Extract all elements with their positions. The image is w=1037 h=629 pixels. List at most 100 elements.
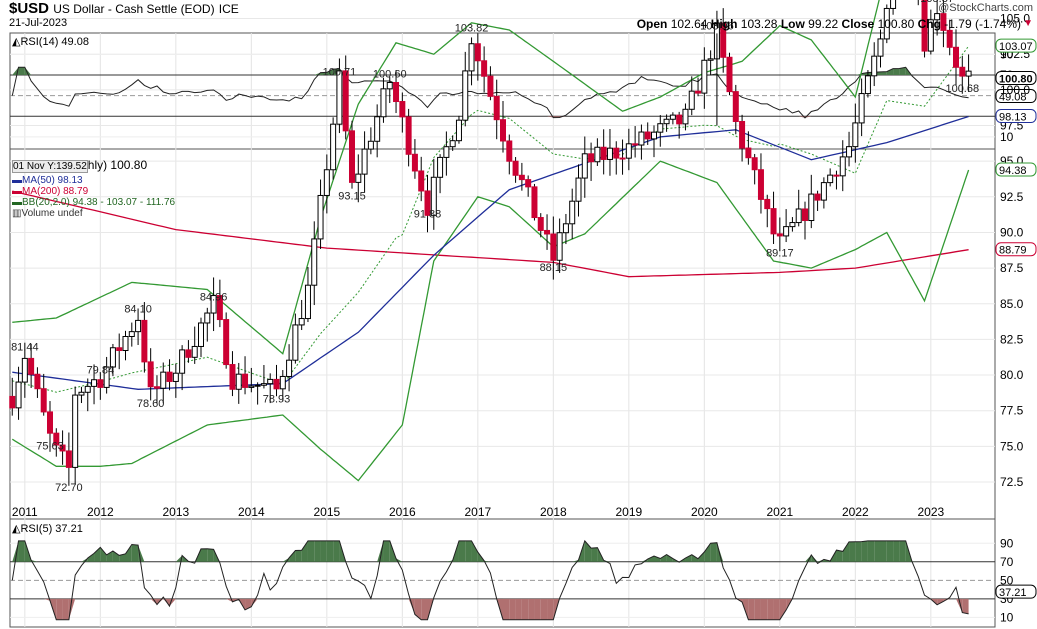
value-tag-box — [995, 38, 1037, 53]
rsi-overbought-fill — [100, 547, 107, 562]
candle-down — [59, 444, 66, 452]
candle-down — [28, 357, 35, 375]
rsi5-title: RSI(5) 37.21 — [20, 523, 83, 535]
candle-up — [883, 7, 890, 40]
price-annotation-label: 103.96 — [700, 20, 734, 32]
bb-lower-tag: 94.38 — [995, 162, 1037, 177]
price-annotation-label: 89.17 — [766, 247, 794, 259]
candle-up — [462, 70, 469, 121]
value-tag-label: 100.80 — [999, 73, 1033, 85]
candle-up — [682, 108, 689, 125]
rsi-value-tag-label: 37.21 — [999, 587, 1027, 599]
candle-up — [72, 394, 79, 468]
legend-line-icon: ▬ — [12, 175, 22, 186]
rsi-overbought-fill — [874, 540, 881, 562]
candle-up — [575, 177, 582, 202]
x-axis-tick-label: 2017 — [464, 505, 491, 519]
candle-down — [770, 208, 777, 235]
candle-down — [65, 450, 72, 468]
candle-down — [537, 217, 544, 231]
rsi-overbought-fill — [698, 552, 705, 562]
candle-up — [827, 174, 834, 184]
candle-down — [550, 233, 557, 261]
candle-up — [292, 324, 299, 361]
bb-legend: ▬BB(20,2.0) 94.38 - 103.07 - 111.76 — [12, 197, 175, 208]
candle-down — [764, 198, 771, 210]
rsi-overbought-fill — [893, 540, 900, 562]
candle-up — [468, 43, 475, 72]
candle-up — [198, 322, 205, 347]
candle-up — [84, 385, 91, 393]
candle-down — [506, 140, 513, 162]
candle-up — [103, 366, 110, 388]
rsi-oversold-fill — [962, 598, 969, 614]
x-axis-tick-label: 2023 — [917, 505, 944, 519]
candle-down — [393, 82, 400, 103]
candle-down — [40, 388, 47, 413]
rsi-overbought-fill — [333, 540, 340, 562]
candle-down — [518, 174, 525, 181]
candle-down — [500, 119, 507, 142]
rsi-overbought-fill — [855, 73, 862, 75]
rsi-overbought-fill — [867, 540, 875, 562]
rsi-overbought-fill — [87, 553, 95, 562]
candle-up — [594, 146, 601, 163]
candle-up — [820, 182, 827, 201]
candle-down — [411, 153, 418, 172]
rsi-overbought-fill — [307, 540, 315, 562]
candle-down — [745, 147, 752, 159]
rsi-overbought-fill — [484, 560, 491, 562]
x-axis-tick-label: 2013 — [162, 505, 189, 519]
candle-up — [210, 295, 217, 314]
candle-up — [330, 123, 337, 171]
ma200-legend: ▬MA(200) 88.79 — [12, 186, 175, 197]
candle-down — [399, 101, 406, 118]
candle-up — [638, 131, 645, 146]
rsi-oversold-fill — [68, 598, 76, 620]
rsi-overbought-fill — [880, 71, 887, 75]
candle-down — [644, 131, 651, 140]
candle-up — [437, 156, 444, 178]
candle-up — [279, 375, 286, 390]
exchange-name: ICE — [218, 2, 239, 16]
volume-legend-label: Volume undef — [21, 208, 83, 219]
ma50-legend-label: MA(50) 98.13 — [22, 175, 83, 186]
candle-up — [135, 319, 142, 333]
y-axis-tick-label: 87.5 — [1000, 261, 1024, 275]
ticker-symbol: $USD — [9, 0, 50, 17]
rsi-overbought-fill — [31, 560, 38, 562]
candle-down — [732, 91, 739, 122]
candle-down — [147, 361, 154, 388]
candle-up — [323, 169, 330, 196]
x-axis-tick-label: 2022 — [842, 505, 869, 519]
rsi-oversold-fill — [956, 598, 963, 613]
candle-up — [235, 373, 242, 390]
rsi-overbought-fill — [899, 67, 906, 75]
price-annotation-label: 100.68 — [945, 83, 979, 95]
candle-up — [21, 357, 28, 383]
rsi-icon: ◭ — [12, 36, 21, 48]
candle-down — [242, 373, 249, 388]
x-axis-tick-label: 2015 — [313, 505, 340, 519]
candle-down — [223, 319, 230, 366]
ma200-tag: 88.79 — [995, 242, 1037, 257]
rsi-overbought-fill — [12, 540, 19, 562]
x-axis-tick-label: 2018 — [540, 505, 567, 519]
rsi-overbought-fill — [849, 541, 856, 562]
rsi-icon: ◭ — [12, 523, 21, 535]
x-axis-tick-label: 2020 — [691, 505, 718, 519]
candle-down — [487, 75, 494, 97]
value-tag-box — [995, 109, 1037, 124]
candle-up — [122, 335, 129, 352]
candle-down — [776, 233, 783, 237]
candle-down — [921, 0, 928, 52]
rsi-overbought-fill — [295, 550, 302, 562]
ohlc-readout: Open 102.64 High 103.28 Low 99.22 Close … — [637, 17, 1021, 31]
candle-up — [839, 156, 846, 177]
rsi-overbought-fill — [584, 540, 592, 562]
price-annotation-label: 100.71 — [323, 67, 357, 79]
legend-line-icon: ▬ — [12, 197, 22, 208]
candle-up — [380, 88, 387, 118]
x-axis-tick-label: 2021 — [766, 505, 793, 519]
candle-up — [669, 114, 676, 120]
